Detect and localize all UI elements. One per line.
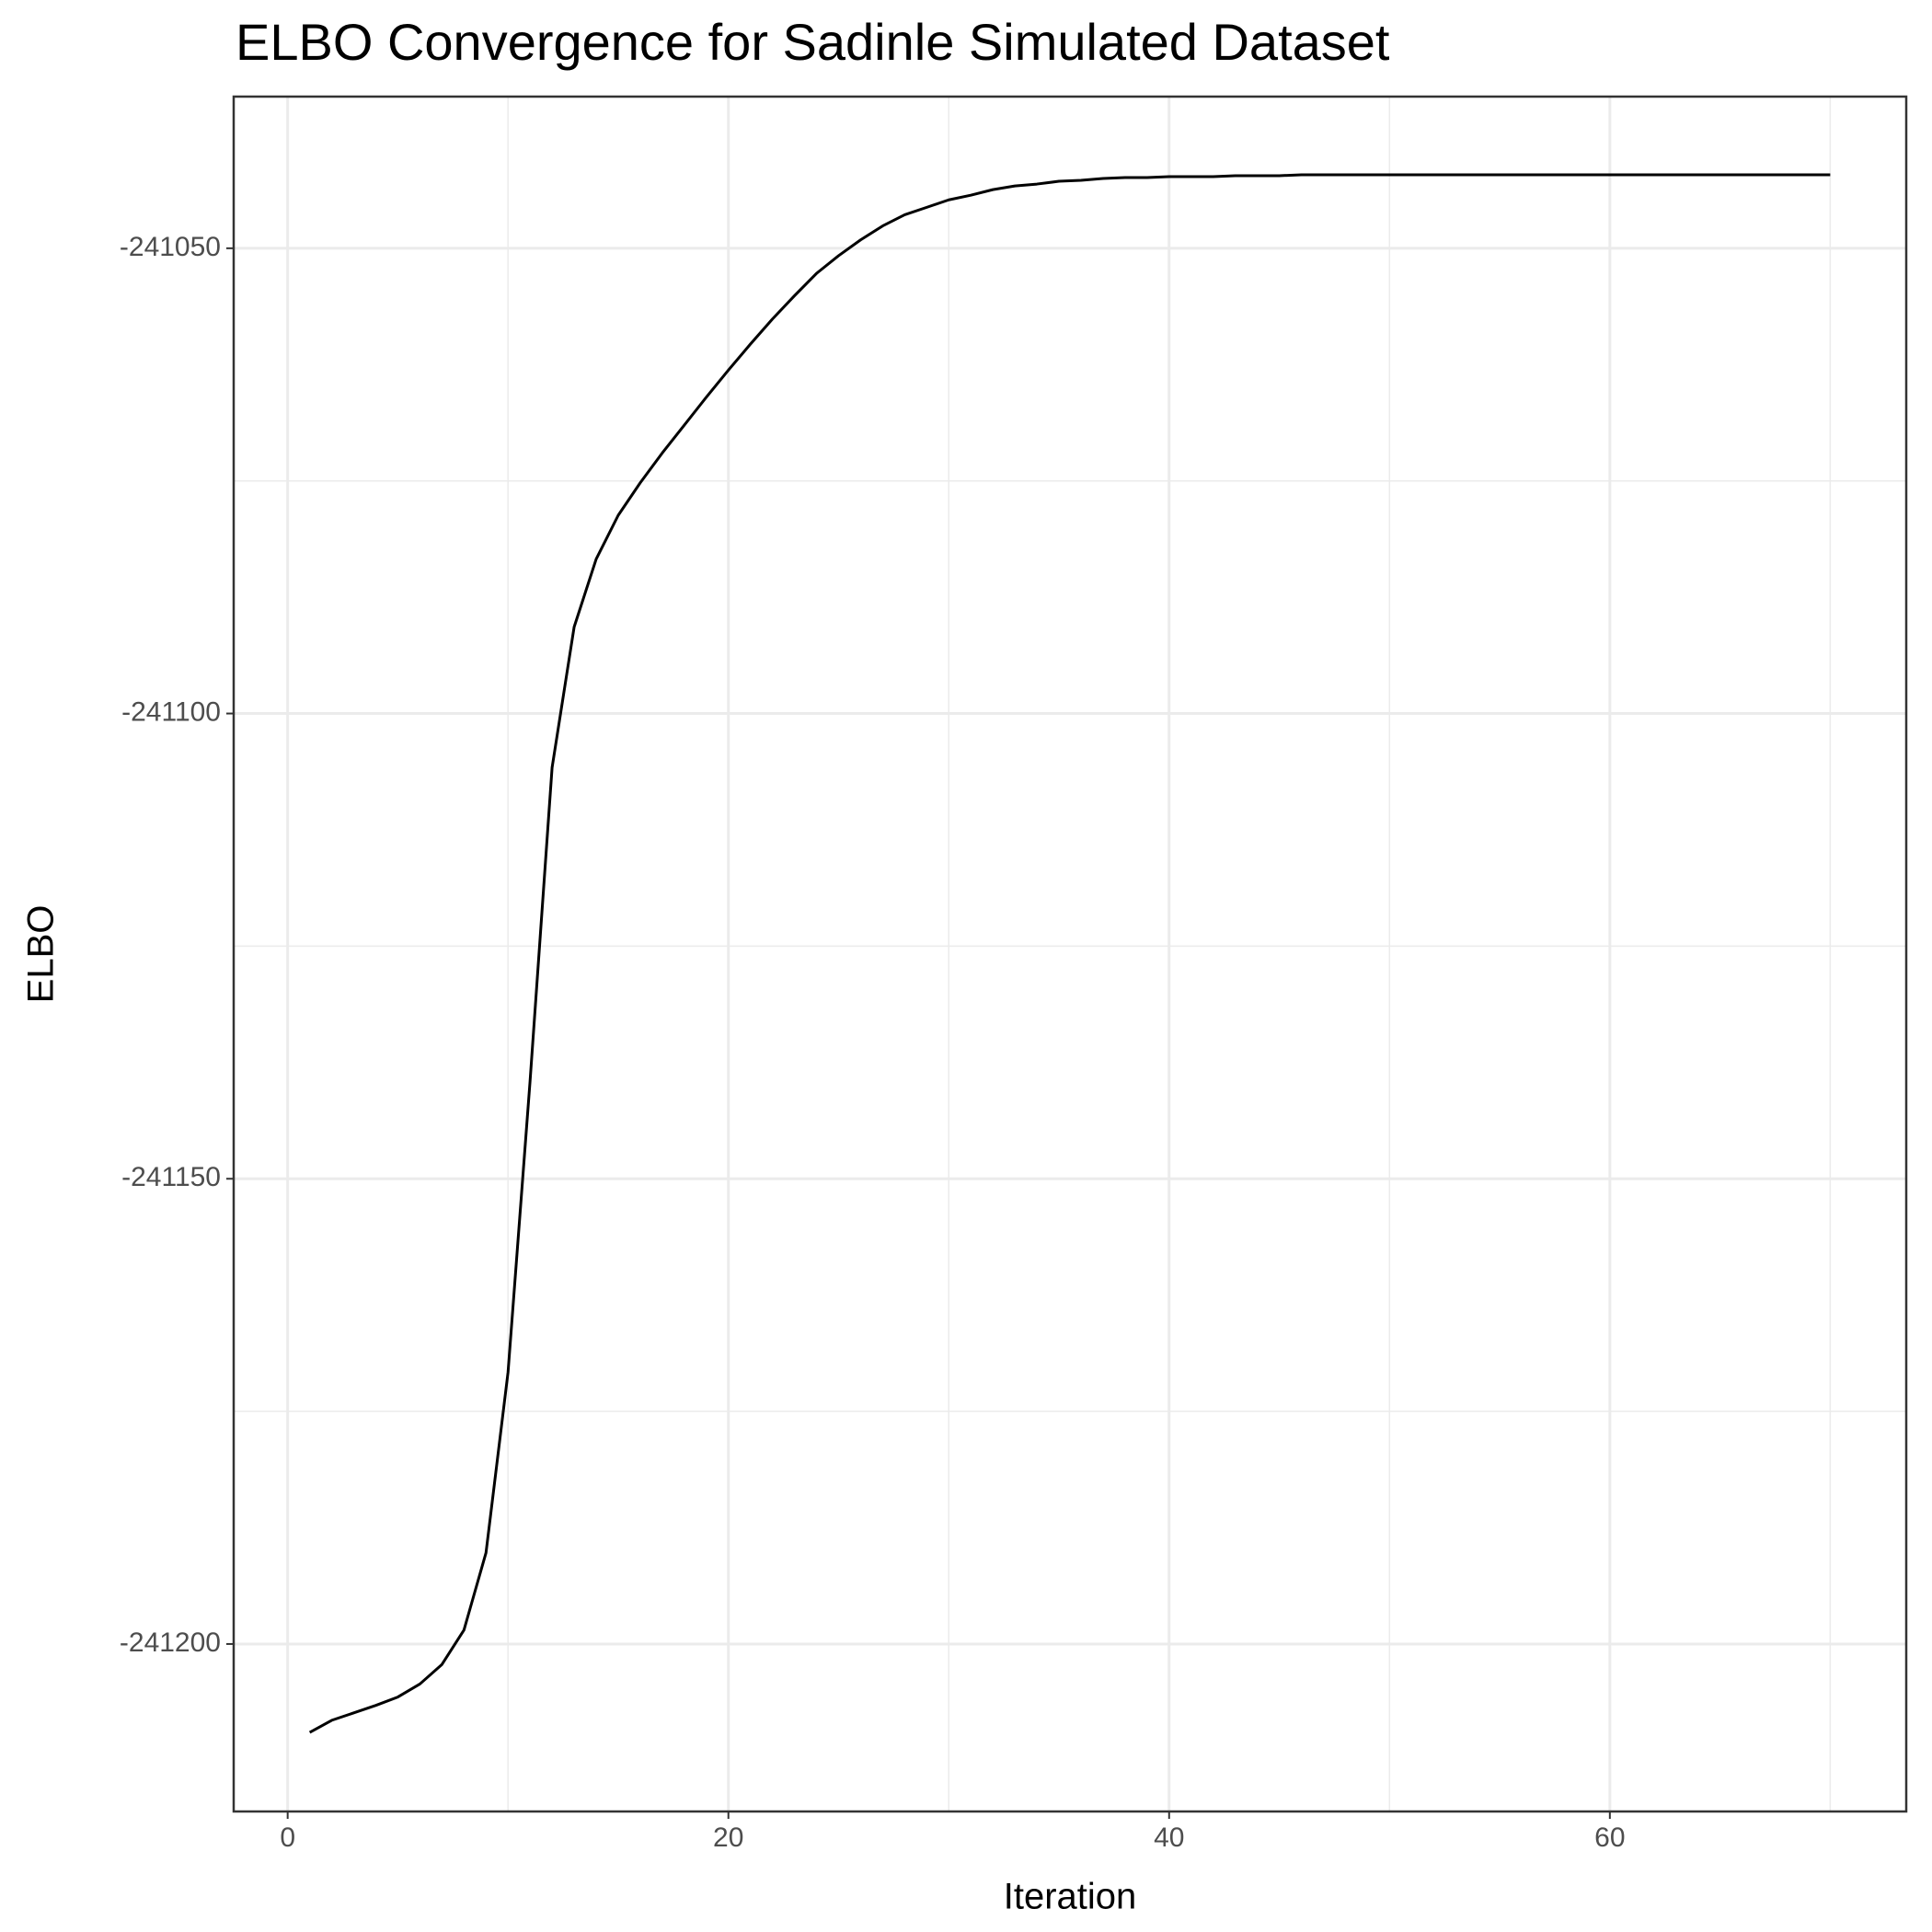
x-tick-label: 20: [713, 1823, 743, 1853]
y-axis-title: ELBO: [21, 905, 62, 1004]
plot-border: [232, 95, 1908, 1813]
y-tick-label: -241050: [120, 232, 221, 262]
x-axis-title: Iteration: [1004, 1877, 1137, 1917]
x-tick-label: 60: [1594, 1823, 1625, 1853]
chart-title: ELBO Convergence for Sadinle Simulated D…: [236, 13, 1390, 71]
y-tick-label: -241100: [121, 696, 221, 727]
line: [308, 173, 1831, 1734]
y-tick-label: -241200: [120, 1627, 221, 1658]
y-tick-label: -241150: [121, 1162, 221, 1192]
x-tick-label: 40: [1154, 1823, 1184, 1853]
x-tick-label: 0: [280, 1823, 295, 1853]
